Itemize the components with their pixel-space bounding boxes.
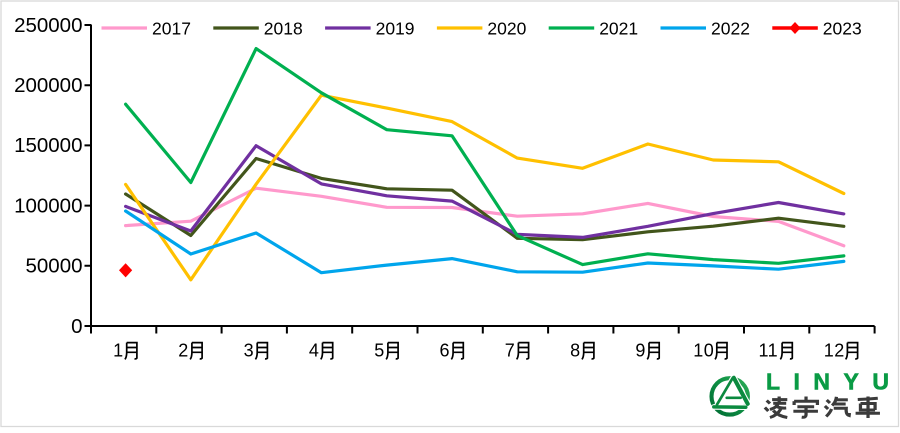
svg-text:1: 1: [113, 341, 124, 361]
svg-text:2017: 2017: [152, 18, 191, 38]
svg-text:100000: 100000: [14, 194, 82, 217]
svg-text:8: 8: [570, 341, 581, 361]
svg-text:11: 11: [759, 341, 779, 361]
svg-text:0: 0: [71, 315, 82, 338]
svg-text:3: 3: [244, 341, 255, 361]
svg-text:12: 12: [824, 341, 845, 361]
svg-text:7: 7: [505, 341, 516, 361]
svg-text:2018: 2018: [264, 18, 303, 38]
svg-text:9: 9: [635, 341, 646, 361]
svg-text:2022: 2022: [711, 18, 750, 38]
svg-text:150000: 150000: [14, 134, 82, 157]
svg-text:2: 2: [178, 341, 189, 361]
svg-text:6: 6: [440, 341, 451, 361]
svg-text:50000: 50000: [25, 255, 82, 278]
svg-text:10: 10: [693, 341, 714, 361]
svg-text:200000: 200000: [14, 74, 82, 97]
svg-text:4: 4: [309, 341, 320, 361]
svg-text:250000: 250000: [14, 14, 82, 37]
svg-text:2023: 2023: [823, 18, 862, 38]
svg-text:2021: 2021: [599, 18, 638, 38]
svg-text:5: 5: [374, 341, 385, 361]
svg-text:2020: 2020: [487, 18, 526, 38]
svg-text:2019: 2019: [376, 18, 415, 38]
